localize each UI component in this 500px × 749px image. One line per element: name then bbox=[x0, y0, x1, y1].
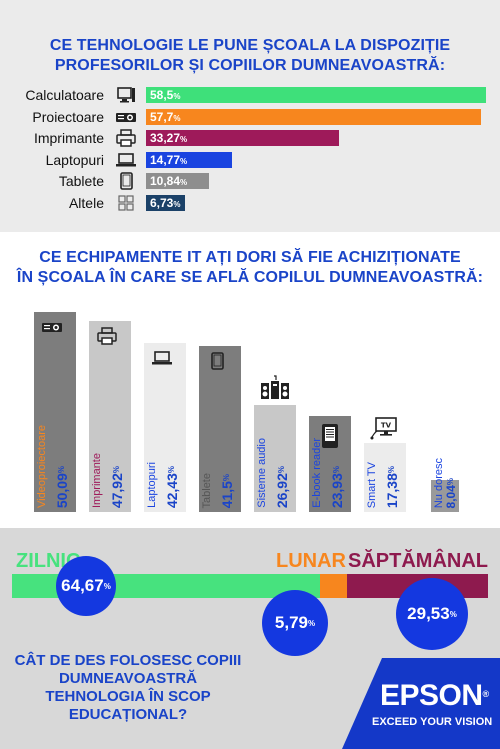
data-label: 23,93% bbox=[329, 465, 345, 508]
bar-row: Tablete 10,84% bbox=[0, 172, 500, 190]
data-label: 42,43% bbox=[164, 465, 180, 508]
category-label: SĂPTĂMÂNAL bbox=[348, 550, 488, 572]
bar: 33,27% bbox=[146, 130, 340, 146]
question-line2: DUMNEAVOASTRĂ bbox=[58, 670, 198, 687]
bar: 57,7% bbox=[146, 108, 482, 125]
data-label: 10,84% bbox=[150, 174, 188, 188]
printer-icon bbox=[95, 326, 125, 355]
bar: 6,73% bbox=[146, 194, 186, 211]
data-label: 5,79% bbox=[262, 590, 328, 656]
bar: 14,77% bbox=[146, 151, 232, 168]
category-label: Laptopuri bbox=[146, 462, 158, 508]
section1-title: CE TEHNOLOGIE LE PUNE ȘCOALA LA DISPOZIȚ… bbox=[0, 36, 500, 76]
section2-title-line1: CE ECHIPAMENTE IT AȚI DORI SĂ FIE ACHIZI… bbox=[39, 249, 461, 266]
bar-row: Laptopuri 14,77% bbox=[0, 151, 500, 169]
category-label: Sisteme audio bbox=[256, 438, 268, 508]
projector-icon bbox=[114, 108, 138, 126]
data-label: 17,38% bbox=[384, 465, 400, 508]
bar-row: Altele 6,73% bbox=[0, 194, 500, 212]
category-label: Imprimante bbox=[33, 130, 104, 146]
bar: Imprimante 47,92% bbox=[89, 320, 131, 512]
data-label: 50,09% bbox=[54, 465, 70, 508]
category-label: Laptopuri bbox=[45, 151, 104, 168]
data-label: 6,73% bbox=[150, 195, 181, 210]
bar: Videoproiectoare 50,09% bbox=[34, 312, 76, 512]
data-label: 26,92% bbox=[274, 465, 290, 508]
section-usage-frequency: ZILNIC LUNAR SĂPTĂMÂNAL 64,67% 5,79% 29,53% … bbox=[0, 528, 500, 749]
brand-registered-mark: ® bbox=[482, 689, 490, 699]
section-school-technology: CE TEHNOLOGIE LE PUNE ȘCOALA LA DISPOZIȚ… bbox=[0, 0, 500, 232]
data-label: 57,7% bbox=[150, 109, 181, 124]
ebook-reader-icon bbox=[315, 422, 345, 450]
data-label: 47,92% bbox=[109, 465, 125, 508]
bar: Nu doresc 8,04% bbox=[431, 458, 459, 512]
category-label: Imprimante bbox=[91, 452, 103, 508]
brand-logo: EPSON® bbox=[380, 680, 489, 712]
category-label: Tablete bbox=[58, 173, 104, 189]
data-label: 8,04% bbox=[444, 477, 458, 508]
category-label: Calculatoare bbox=[25, 87, 104, 103]
laptop-icon bbox=[150, 349, 180, 377]
bar: 10,84% bbox=[146, 173, 209, 189]
data-label: 64,67% bbox=[56, 556, 116, 616]
category-label: Videoproiectoare bbox=[36, 425, 48, 508]
section-desired-equipment: CE ECHIPAMENTE IT AȚI DORI SĂ FIE ACHIZI… bbox=[0, 232, 500, 528]
usage-question: CÂT DE DES FOLOSESC COPIII DUMNEAVOASTRĂ… bbox=[8, 652, 248, 724]
tablet-icon bbox=[114, 172, 138, 190]
data-label: 58,5% bbox=[150, 88, 181, 102]
desktop-computer-icon bbox=[114, 86, 138, 104]
category-label: Proiectoare bbox=[32, 108, 104, 125]
data-label: 29,53% bbox=[396, 578, 468, 650]
bar: Smart TV 17,38% bbox=[364, 442, 406, 512]
brand-tagline: EXCEED YOUR VISION bbox=[372, 716, 493, 728]
laptop-icon bbox=[114, 151, 138, 169]
bar: Tablete 41,5% bbox=[199, 346, 241, 512]
section2-title-line2: ÎN ȘCOALA ÎN CARE SE AFLĂ COPILUL DUMNEA… bbox=[16, 269, 484, 286]
section1-title-line1: CE TEHNOLOGIE LE PUNE ȘCOALA LA DISPOZIȚ… bbox=[49, 37, 451, 54]
question-line1: CÂT DE DES FOLOSESC COPIII bbox=[14, 652, 242, 669]
printer-icon bbox=[114, 129, 138, 147]
section2-title: CE ECHIPAMENTE IT AȚI DORI SĂ FIE ACHIZI… bbox=[0, 248, 500, 288]
projector-icon bbox=[40, 318, 70, 346]
question-line3: TEHNOLOGIA ÎN SCOP bbox=[45, 688, 211, 705]
speakers-icon bbox=[260, 374, 290, 403]
bar-segment bbox=[319, 574, 348, 598]
section1-title-line2: PROFESORILOR ȘI COPIILOR DUMNEAVOASTRĂ: bbox=[54, 57, 446, 74]
grid-apps-icon bbox=[114, 194, 138, 212]
category-label: Smart TV bbox=[366, 461, 378, 508]
bar: Sisteme audio 26,92% bbox=[254, 404, 296, 512]
smart-tv-icon: TV bbox=[370, 413, 400, 441]
brand-box: EPSON® EXCEED YOUR VISION bbox=[342, 658, 500, 749]
category-label: Altele bbox=[68, 194, 104, 211]
bar-row: Proiectoare 57,7% bbox=[0, 108, 500, 126]
bar-row: Calculatoare 58,5% bbox=[0, 86, 500, 104]
data-label: 14,77% bbox=[150, 152, 188, 167]
bar-row: Imprimante 33,27% bbox=[0, 129, 500, 147]
category-label: Tablete bbox=[201, 472, 213, 508]
bar: 58,5% bbox=[146, 87, 486, 103]
category-label: LUNAR bbox=[276, 550, 346, 572]
data-label: 33,27% bbox=[150, 131, 188, 145]
data-label: 41,5% bbox=[219, 473, 235, 508]
question-line4: EDUCAȚIONAL? bbox=[68, 706, 188, 723]
brand-name: EPSON bbox=[380, 679, 483, 712]
tablet-icon bbox=[205, 352, 235, 380]
bar: Laptopuri 42,43% bbox=[144, 342, 186, 512]
svg-text:TV: TV bbox=[381, 421, 392, 429]
